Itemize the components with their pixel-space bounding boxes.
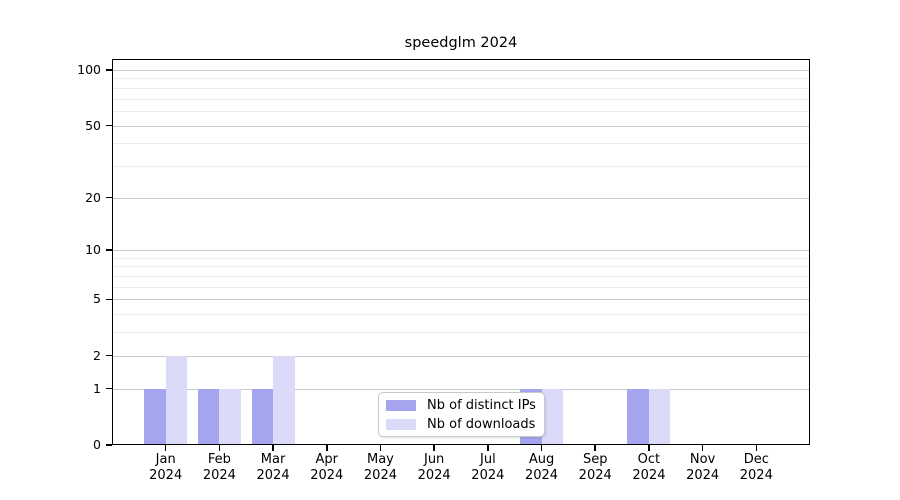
legend: Nb of distinct IPs Nb of downloads: [378, 392, 545, 437]
gridline-major-20: [112, 197, 810, 199]
x-tick-label-aug: Aug 2024: [524, 452, 559, 483]
x-tick-oct: [648, 445, 650, 451]
gridline-major-100: [112, 69, 810, 71]
y-tick-5: [105, 298, 112, 301]
chart-title: speedglm 2024: [404, 35, 518, 51]
legend-row-ips: Nb of distinct IPs: [386, 398, 544, 413]
bar-ips-mar: [251, 388, 274, 445]
x-tick-label-feb: Feb 2024: [202, 452, 236, 483]
y-tick-label-10: 10: [85, 242, 101, 258]
x-tick-dec: [755, 445, 758, 451]
x-tick-label-jun: Jun 2024: [417, 452, 451, 483]
x-tick-jan: [164, 445, 167, 451]
plot-area: [112, 59, 810, 445]
y-tick-label-1: 1: [93, 380, 101, 396]
gridline-minor-9: [112, 257, 810, 259]
gridline-minor-60: [112, 110, 810, 112]
bar-downloads-jan: [165, 355, 188, 445]
bar-downloads-feb: [219, 388, 241, 445]
y-tick-10: [105, 249, 112, 251]
gridline-major-50: [112, 125, 810, 127]
gridline-major-5: [112, 299, 810, 301]
legend-row-downloads: Nb of downloads: [386, 417, 544, 432]
x-tick-mar: [272, 445, 274, 451]
x-tick-label-sep: Sep 2024: [578, 452, 612, 483]
gridline-minor-4: [112, 314, 810, 316]
y-tick-label-50: 50: [85, 117, 101, 133]
gridline-major-2: [112, 355, 810, 357]
bar-downloads-aug: [541, 388, 564, 445]
x-tick-label-dec: Dec 2024: [739, 452, 773, 483]
y-tick-1: [105, 387, 112, 390]
gridline-minor-6: [112, 286, 810, 288]
x-tick-nov: [701, 445, 704, 451]
legend-label-downloads: Nb of downloads: [427, 416, 536, 432]
gridline-minor-70: [112, 98, 810, 100]
y-tick-50: [105, 124, 112, 127]
gridline-minor-90: [112, 78, 810, 80]
gridline-minor-30: [112, 165, 810, 167]
y-tick-0: [105, 444, 112, 446]
x-tick-label-nov: Nov 2024: [686, 452, 720, 483]
x-tick-label-jan: Jan 2024: [149, 452, 183, 483]
x-tick-label-may: May 2024: [363, 452, 397, 483]
bar-ips-feb: [197, 388, 220, 445]
gridline-minor-40: [112, 143, 810, 145]
x-tick-jun: [433, 445, 435, 451]
bar-downloads-oct: [648, 388, 671, 445]
x-tick-label-jul: Jul 2024: [471, 452, 505, 483]
y-tick-100: [105, 69, 112, 71]
bar-ips-oct: [627, 388, 649, 445]
x-tick-label-oct: Oct 2024: [632, 452, 666, 483]
legend-label-ips: Nb of distinct IPs: [427, 397, 536, 413]
x-tick-feb: [218, 445, 221, 451]
gridline-major-1: [112, 388, 810, 390]
y-tick-label-0: 0: [93, 437, 101, 452]
legend-swatch-ips: [386, 399, 416, 411]
gridline-major-10: [112, 250, 810, 252]
y-tick-label-20: 20: [85, 189, 101, 205]
x-tick-label-mar: Mar 2024: [256, 452, 290, 483]
y-tick-label-2: 2: [93, 347, 101, 363]
x-tick-aug: [540, 445, 543, 451]
legend-swatch-downloads: [386, 418, 416, 430]
gridline-minor-80: [112, 87, 810, 89]
x-tick-jul: [487, 445, 489, 451]
x-tick-label-apr: Apr 2024: [310, 452, 344, 483]
x-tick-apr: [326, 445, 328, 451]
x-tick-sep: [594, 445, 596, 451]
gridline-minor-3: [112, 332, 810, 334]
bar-ips-jan: [144, 388, 166, 445]
gridline-minor-7: [112, 276, 810, 278]
y-tick-20: [105, 196, 112, 199]
y-tick-label-100: 100: [77, 61, 101, 77]
bar-downloads-mar: [273, 355, 295, 445]
x-tick-may: [379, 445, 382, 451]
gridline-minor-8: [112, 266, 810, 268]
y-tick-label-5: 5: [93, 291, 101, 307]
y-tick-2: [105, 354, 112, 357]
